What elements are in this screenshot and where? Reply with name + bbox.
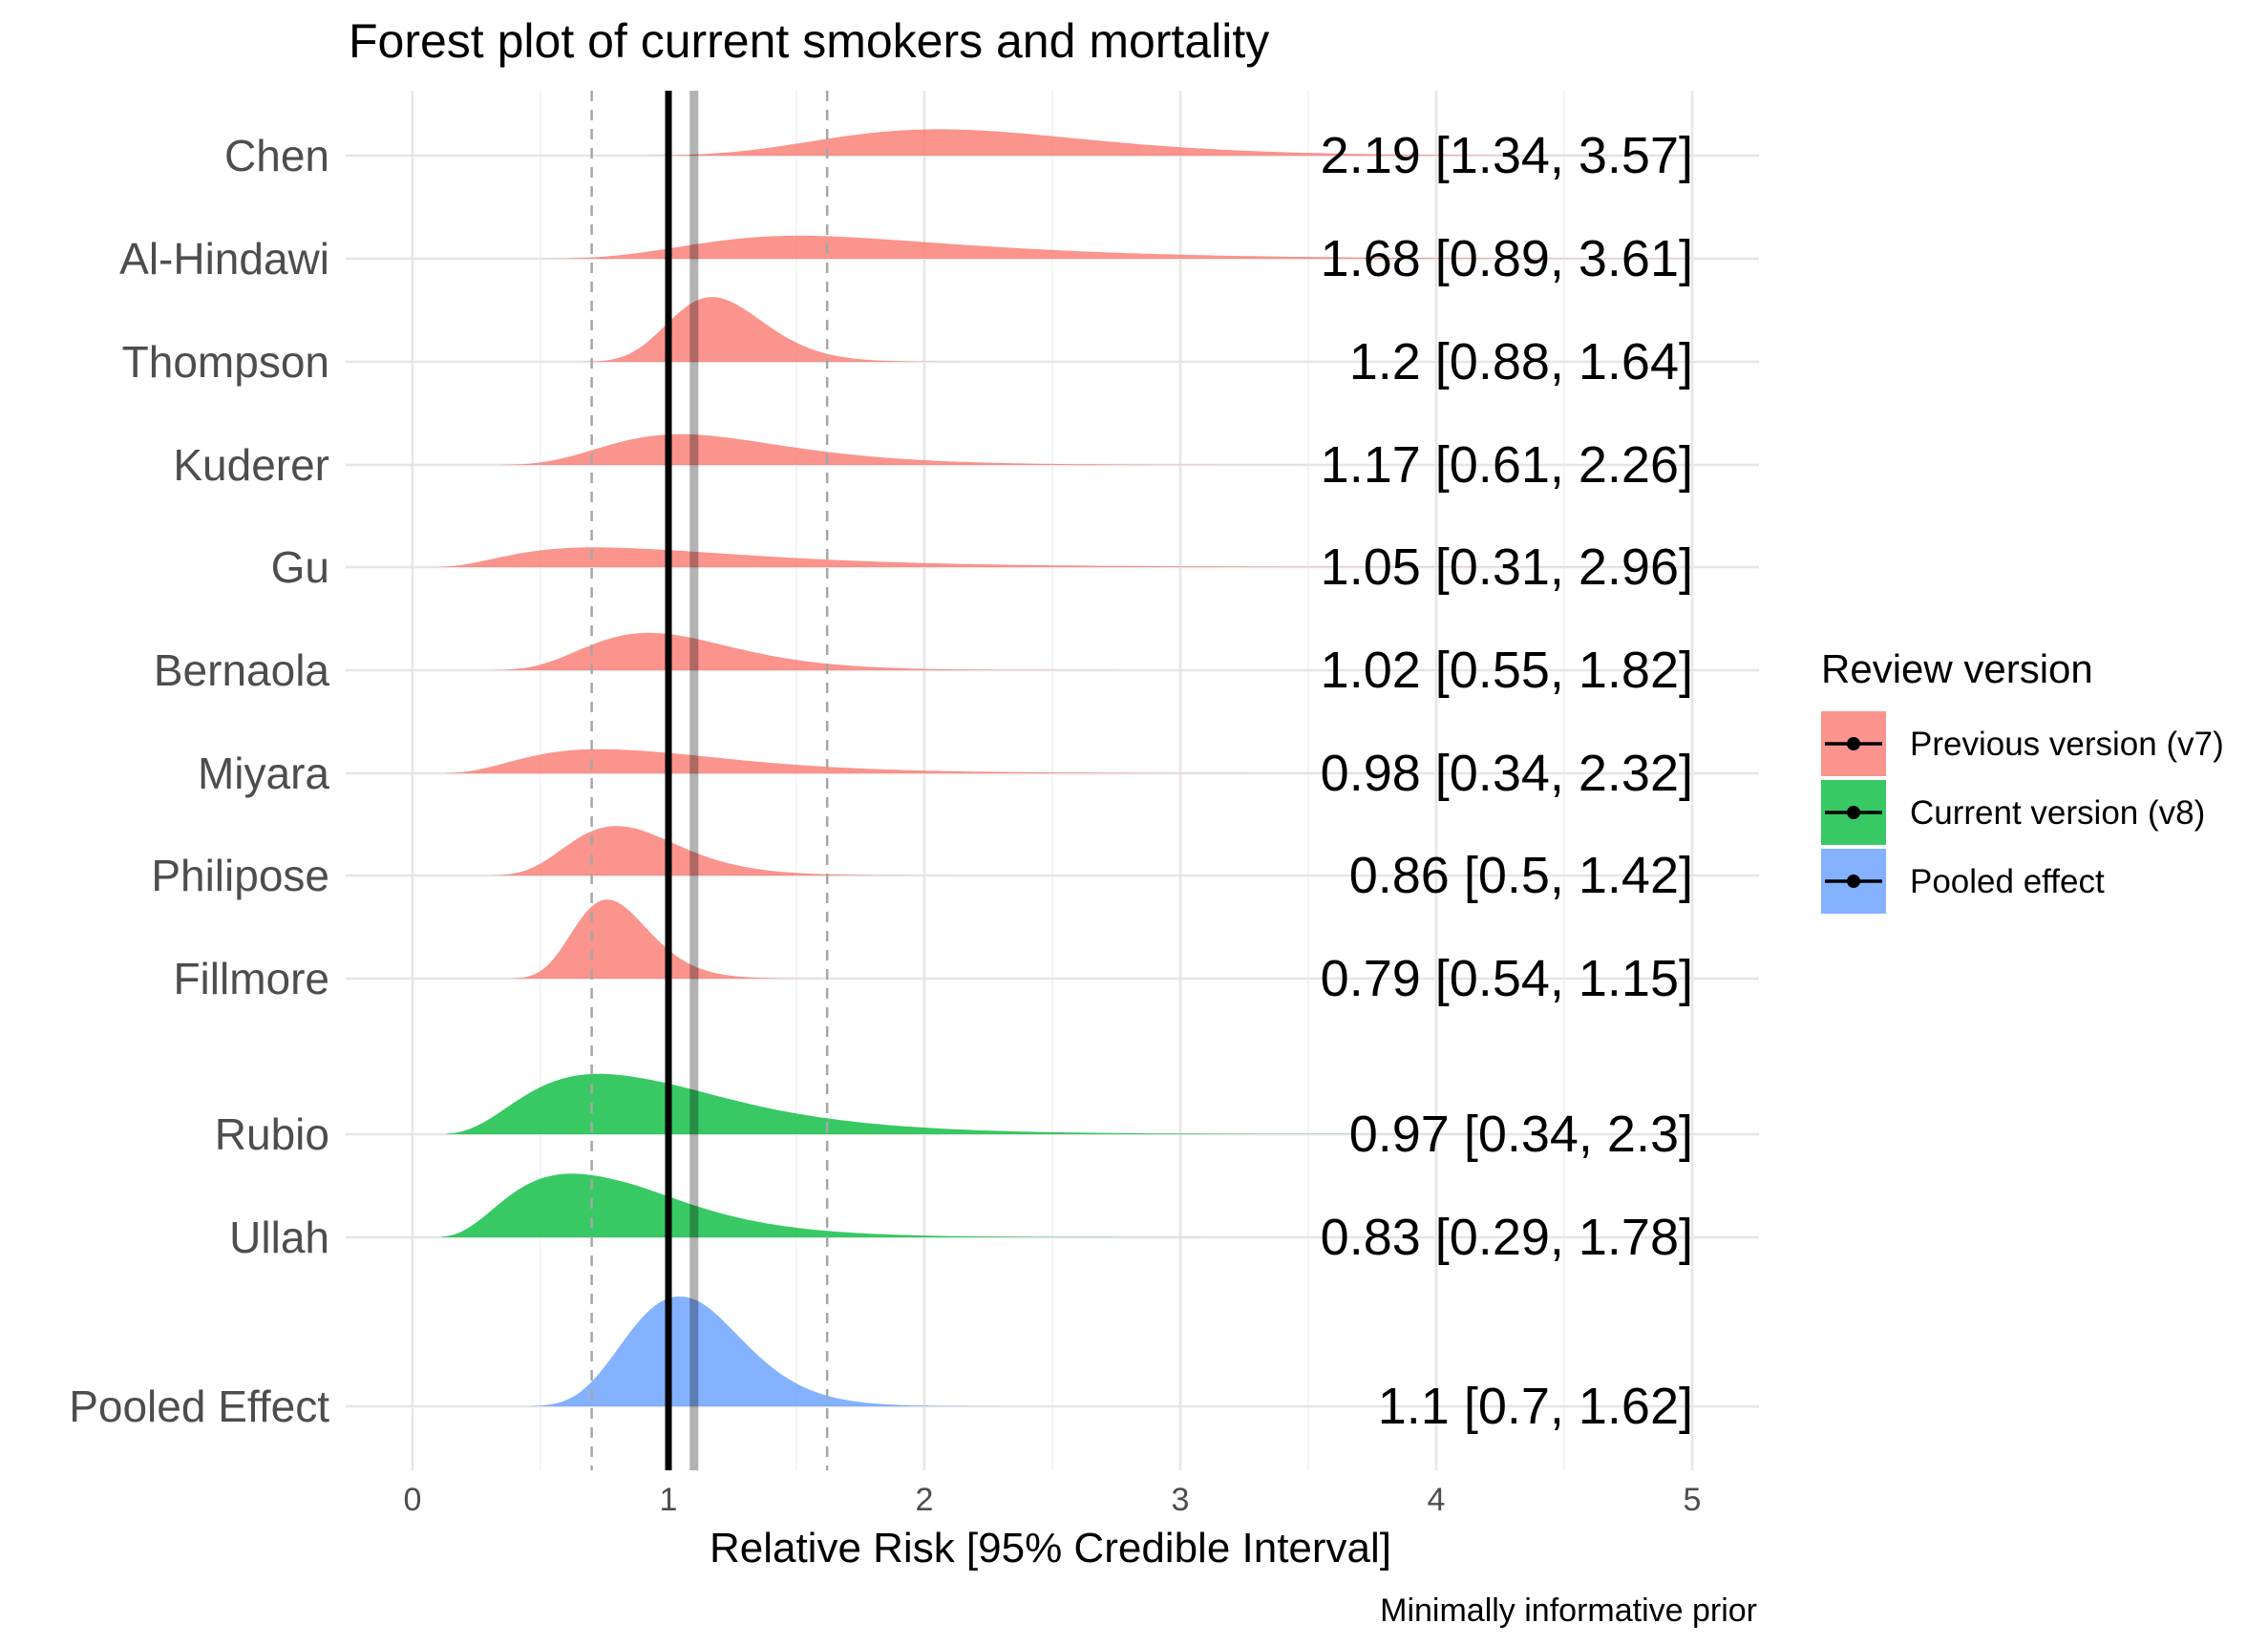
study-label: Kuderer <box>173 440 329 490</box>
estimate-label: 0.83 [0.29, 1.78] <box>1321 1209 1693 1266</box>
estimate-label: 0.97 [0.34, 2.3] <box>1349 1106 1693 1163</box>
estimate-labels: 2.19 [1.34, 3.57] 1.68 [0.89, 3.61] 1.2 [0… <box>1321 127 1693 1435</box>
legend-key-point <box>1847 806 1860 819</box>
study-label: Gu <box>271 542 329 592</box>
x-tick-label: 4 <box>1428 1482 1446 1518</box>
density-ridge-philipose <box>491 826 984 875</box>
x-tick-label: 2 <box>916 1482 934 1518</box>
x-tick-label: 0 <box>404 1482 422 1518</box>
density-ridge-pooled-effect <box>531 1297 1001 1406</box>
density-ridge-chen <box>632 129 1690 156</box>
study-axis-labels: Chen Al-Hindawi Thompson Kuderer Gu Bernaola M… <box>69 131 329 1431</box>
estimate-label: 1.17 [0.61, 2.26] <box>1321 436 1693 494</box>
study-label: Ullah <box>229 1213 329 1262</box>
density-ridge-miyara <box>446 749 1690 773</box>
estimate-label: 1.2 [0.88, 1.64] <box>1349 333 1693 390</box>
legend-title: Review version <box>1821 646 2093 691</box>
legend: Review version Previous version (v7) Curr… <box>1821 646 2224 914</box>
density-ridge-ullah <box>441 1173 1318 1237</box>
chart-caption: Minimally informative prior <box>1380 1592 1757 1629</box>
legend-label: Current version (v8) <box>1910 794 2205 832</box>
density-ridge-gu <box>438 547 1690 567</box>
estimate-label: 0.79 [0.54, 1.15] <box>1321 950 1693 1007</box>
density-ridge-fillmore <box>510 899 826 979</box>
study-label: Philipose <box>151 851 329 900</box>
legend-key-point <box>1847 875 1860 888</box>
study-label: Thompson <box>122 337 329 387</box>
reference-lines <box>590 91 829 1470</box>
estimate-label: 0.86 [0.5, 1.42] <box>1349 847 1693 904</box>
estimate-label: 0.98 [0.34, 2.32] <box>1321 745 1693 802</box>
estimate-label: 1.68 [0.89, 3.61] <box>1321 230 1693 287</box>
density-ridge-rubio <box>446 1073 1690 1134</box>
estimate-label: 1.02 [0.55, 1.82] <box>1321 642 1693 699</box>
density-ridge-thompson <box>583 297 969 362</box>
chart-title: Forest plot of current smokers and morta… <box>349 14 1269 68</box>
x-axis: 0 1 2 3 4 5 <box>404 1482 1702 1518</box>
density-ridge-bernaola <box>493 632 1198 670</box>
legend-label: Previous version (v7) <box>1910 726 2224 763</box>
study-label: Pooled Effect <box>69 1381 329 1431</box>
estimate-label: 1.05 [0.31, 2.96] <box>1321 538 1693 596</box>
x-axis-title: Relative Risk [95% Credible Interval] <box>710 1525 1391 1571</box>
study-label: Al-Hindawi <box>119 234 329 284</box>
estimate-label: 1.1 [0.7, 1.62] <box>1378 1378 1693 1435</box>
study-label: Fillmore <box>173 954 329 1003</box>
study-label: Bernaola <box>154 645 330 695</box>
x-tick-label: 3 <box>1172 1482 1190 1518</box>
x-tick-label: 5 <box>1684 1482 1702 1518</box>
estimate-label: 2.19 [1.34, 3.57] <box>1321 127 1693 184</box>
legend-key-point <box>1847 737 1860 750</box>
x-tick-label: 1 <box>660 1482 678 1518</box>
study-label: Chen <box>224 131 329 180</box>
legend-label: Pooled effect <box>1910 863 2105 900</box>
density-ridge-kuderer <box>499 433 1459 465</box>
study-label: Rubio <box>215 1109 329 1159</box>
study-label: Miyara <box>198 749 329 798</box>
legend-items: Previous version (v7) Current version (v8… <box>1821 711 2224 914</box>
